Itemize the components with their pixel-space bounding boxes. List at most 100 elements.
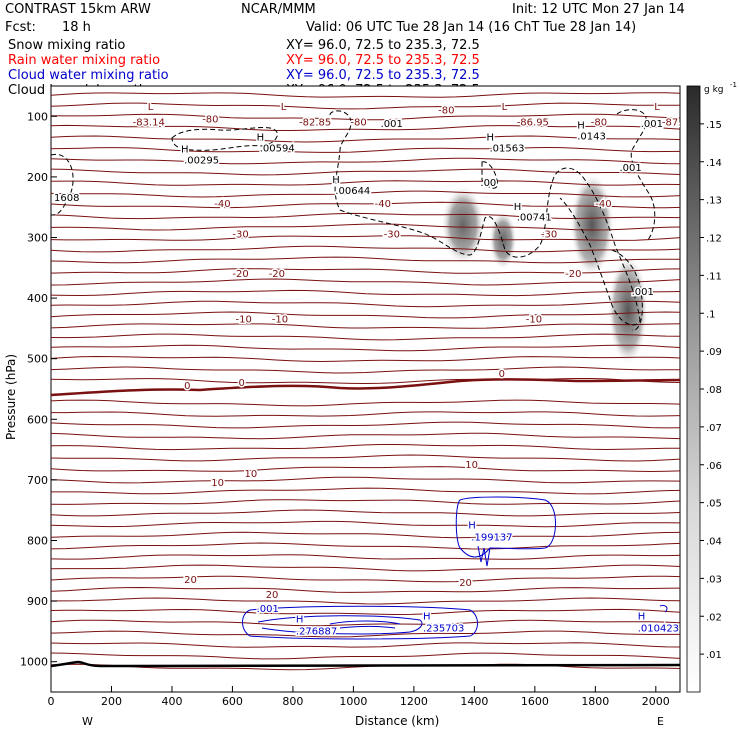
cloud-ice-label: .00 xyxy=(480,178,496,189)
isotherm-line xyxy=(51,466,680,473)
y-tick-label: 500 xyxy=(27,353,48,366)
temperature-label: -30 xyxy=(232,230,248,241)
colorbar-tick-label: .12 xyxy=(706,234,722,245)
cloud-water-label: .010423 xyxy=(638,623,679,634)
isotherm-line xyxy=(51,619,680,627)
isotherm-line xyxy=(51,554,680,560)
x-tick-label: 1000 xyxy=(339,695,367,708)
field-xy: XY= 96.0, 72.5 to 235.3, 72.5 xyxy=(286,53,480,68)
colorbar-ticks: .15 .14 .13 .12 .11 .1 .09 .08 .07 .06 .05 .04 .03 .0… xyxy=(700,120,722,661)
temperature-label: -20 xyxy=(232,269,248,280)
colorbar-tick-label: .14 xyxy=(706,158,722,169)
cloud-water-contours xyxy=(242,496,668,640)
isotherm-line xyxy=(51,421,680,429)
y-tick-label: 200 xyxy=(27,171,48,184)
temperature-label: -10 xyxy=(272,314,288,325)
isotherm-line xyxy=(51,113,680,121)
freezing-level-line xyxy=(51,378,680,397)
colorbar-tick-label: .01 xyxy=(706,650,722,661)
x-tick-label: 400 xyxy=(161,695,182,708)
temperature-label: -10 xyxy=(526,314,542,325)
x-tick-label: 1200 xyxy=(400,695,428,708)
isotherm-line xyxy=(51,333,680,341)
isotherm-line xyxy=(51,454,680,462)
temperature-contours xyxy=(51,92,680,671)
y-axis-label: Pressure (hPa) xyxy=(4,354,18,440)
field-name: Snow mixing ratio xyxy=(8,38,125,53)
isotherm-line xyxy=(51,300,680,308)
colorbar-tick-label: .02 xyxy=(706,612,722,623)
cloud-water-label: H xyxy=(296,614,304,625)
isotherm-line xyxy=(51,652,680,660)
isotherm-line xyxy=(51,564,680,572)
temperature-label: -10 xyxy=(236,314,252,325)
colorbar-tick-label: .05 xyxy=(706,499,722,510)
temperature-label: -30 xyxy=(541,230,557,241)
x-tick-label: 0 xyxy=(48,695,55,708)
cloud-ice-label: H xyxy=(332,175,340,186)
temperature-label: -86.95 xyxy=(517,117,549,128)
isotherm-line xyxy=(51,542,680,550)
cloud-ice-label: .001 xyxy=(620,163,642,174)
field-xy: XY= 96.0, 72.5 to 235.3, 72.5 xyxy=(286,68,480,83)
isotherm-line xyxy=(51,311,680,319)
temperature-label: -40 xyxy=(595,199,611,210)
isotherm-line xyxy=(51,630,680,638)
y-tick-label: 400 xyxy=(27,292,48,305)
temperature-label: -40 xyxy=(375,199,391,210)
colorbar-tick-label: .06 xyxy=(706,461,722,472)
x-tick-label: 2000 xyxy=(642,695,670,708)
temperature-label: -80 xyxy=(350,117,366,128)
x-tick-label: 800 xyxy=(282,695,303,708)
isotherm-line xyxy=(51,344,680,352)
cloud-ice-label: .01563 xyxy=(490,143,525,154)
temperature-label: -83.14 xyxy=(133,117,165,128)
isotherm-line xyxy=(51,597,680,605)
plot-labels: -83.14 -80 -82.85 -80 -80 -86.95 -80 -87.8 -40 -4… xyxy=(53,101,688,639)
temperature-label: 10 xyxy=(465,460,478,471)
cloud-water-label: .199137 xyxy=(471,533,512,544)
y-tick-label: 300 xyxy=(27,232,48,245)
cloud-water-label: .001 xyxy=(257,604,279,615)
low-label: L xyxy=(654,102,660,113)
y-tick-label: 800 xyxy=(27,535,48,548)
isotherm-line xyxy=(51,509,680,517)
init-time: Init: 12 UTC Mon 27 Jan 14 xyxy=(512,2,685,17)
isotherm-line xyxy=(51,355,680,363)
isotherm-line xyxy=(51,245,680,253)
cloud-ice-label: .001 xyxy=(632,287,654,298)
cloud-water-label: H xyxy=(638,611,646,622)
field-xy: XY= 96.0, 72.5 to 235.3, 72.5 xyxy=(286,38,480,53)
east-label: E xyxy=(657,715,664,728)
isotherm-line xyxy=(51,289,680,297)
isotherm-line xyxy=(51,190,680,198)
temperature-label: 10 xyxy=(245,469,258,480)
y-tick-label: 600 xyxy=(27,413,48,426)
field-name: Cloud water mixing ratio xyxy=(8,68,169,83)
temperature-label: 20 xyxy=(184,575,197,586)
isotherm-line xyxy=(51,323,680,329)
model-title: CONTRAST 15km ARW xyxy=(5,2,151,17)
temperature-label: -80 xyxy=(591,117,607,128)
isotherm-line xyxy=(51,499,680,505)
isotherm-line xyxy=(51,520,680,528)
colorbar-tick-label: .09 xyxy=(706,347,722,358)
colorbar-tick-label: .15 xyxy=(706,120,722,131)
isotherm-line xyxy=(51,642,680,648)
temperature-label: -20 xyxy=(565,269,581,280)
temperature-label: -40 xyxy=(214,199,230,210)
valid-time: Valid: 06 UTC Tue 28 Jan 14 (16 ChT Tue … xyxy=(306,20,636,35)
temperature-label: -87.8 xyxy=(662,117,688,128)
center-label: NCAR/MMM xyxy=(241,2,316,17)
temperature-label: 10 xyxy=(211,478,224,489)
isotherm-line xyxy=(51,223,680,231)
temperature-label: 20 xyxy=(266,590,279,601)
low-label: L xyxy=(502,102,508,113)
low-label: L xyxy=(281,102,287,113)
cloud-ice-label: H xyxy=(181,145,189,156)
isotherm-line xyxy=(51,476,680,484)
isotherm-line xyxy=(51,168,680,176)
colorbar-tick-label: .04 xyxy=(706,537,722,548)
y-tick-label: 1000 xyxy=(20,656,48,669)
colorbar-tick-label: .11 xyxy=(706,271,722,282)
